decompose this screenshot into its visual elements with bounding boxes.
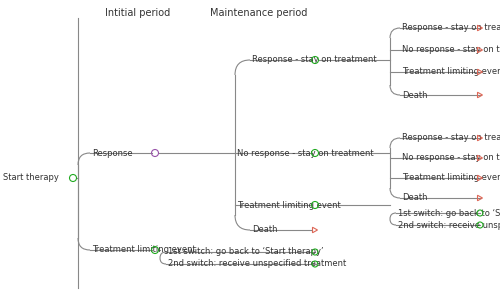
Text: Response - stay on treatment: Response - stay on treatment [252,56,376,64]
Text: No response - stay on treatment: No response - stay on treatment [237,148,374,157]
Text: Treatment limiting event: Treatment limiting event [402,173,500,182]
Text: 2nd switch: receive unspecified treatment: 2nd switch: receive unspecified treatmen… [398,220,500,230]
Text: Response - stay on treatment: Response - stay on treatment [402,23,500,32]
Text: Response: Response [92,148,132,157]
Text: Treatment limiting event: Treatment limiting event [92,246,196,255]
Text: 2nd switch: receive unspecified treatment: 2nd switch: receive unspecified treatmen… [168,260,346,268]
Text: No response - stay on treatment: No response - stay on treatment [402,45,500,55]
Text: Maintenance period: Maintenance period [210,8,308,18]
Text: Treatment limiting event: Treatment limiting event [237,200,341,209]
Text: 1st switch: go back to ‘Start therapy’: 1st switch: go back to ‘Start therapy’ [398,208,500,217]
Text: Intitial period: Intitial period [105,8,170,18]
Text: Response - stay on treatment: Response - stay on treatment [402,133,500,143]
Text: 1st switch: go back to ‘Start therapy’: 1st switch: go back to ‘Start therapy’ [168,247,324,257]
Text: Death: Death [402,194,427,203]
Text: No response - stay on treatment: No response - stay on treatment [402,154,500,162]
Text: Death: Death [402,91,427,99]
Text: Treatment limiting event: Treatment limiting event [402,67,500,77]
Text: Death: Death [252,225,278,235]
Text: Start therapy: Start therapy [3,173,59,182]
